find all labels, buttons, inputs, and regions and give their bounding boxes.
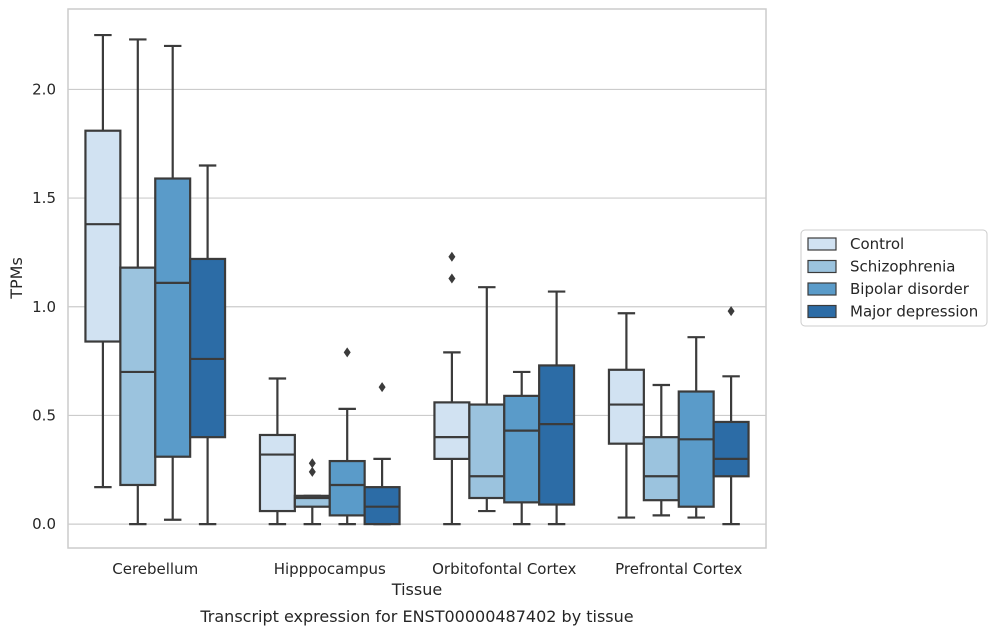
box-iqr bbox=[607, 368, 645, 445]
box-iqr bbox=[712, 420, 750, 478]
outlier-marker bbox=[448, 251, 456, 262]
box-series bbox=[84, 33, 750, 526]
outlier-marker bbox=[343, 347, 351, 358]
box-iqr bbox=[189, 257, 227, 439]
legend-label: Bipolar disorder bbox=[850, 280, 970, 298]
legend-label: Control bbox=[850, 235, 904, 253]
legend-label: Major depression bbox=[850, 303, 978, 321]
box-iqr bbox=[677, 390, 715, 508]
x-tick-label: Cerebellum bbox=[112, 560, 198, 578]
x-tick-label: Prefrontal Cortex bbox=[615, 560, 742, 578]
legend-swatch bbox=[807, 259, 837, 274]
legend-swatch bbox=[807, 282, 837, 296]
x-axis-ticks: Cerebellum Hipppocampus Orbitofontal Corte… bbox=[112, 560, 742, 578]
y-tick-label: 0.5 bbox=[32, 406, 56, 424]
box-iqr bbox=[258, 433, 296, 513]
y-axis-ticks: 0.0 0.5 1.0 1.5 2.0 bbox=[32, 80, 56, 533]
y-tick-label: 1.5 bbox=[32, 189, 56, 207]
legend-label: Schizophrenia bbox=[850, 258, 955, 276]
legend-swatch bbox=[807, 237, 837, 251]
legend-frame bbox=[800, 229, 988, 327]
plot-area-frame bbox=[67, 8, 767, 549]
x-tick-label: Hipppocampus bbox=[274, 560, 386, 578]
box-iqr bbox=[433, 401, 471, 460]
box-iqr bbox=[503, 394, 541, 504]
outlier-marker bbox=[378, 382, 386, 393]
y-axis-title: TPMs bbox=[7, 257, 26, 300]
outlier-marker bbox=[308, 466, 316, 477]
box-iqr bbox=[119, 266, 157, 487]
box-iqr bbox=[642, 436, 680, 502]
legend-swatch bbox=[807, 304, 837, 319]
legend: Control Schizophrenia Bipolar disorder Majo… bbox=[800, 229, 988, 327]
series-group bbox=[189, 164, 750, 526]
x-axis-title: Tissue bbox=[391, 580, 442, 599]
y-tick-label: 2.0 bbox=[32, 80, 56, 98]
series-group bbox=[84, 33, 645, 526]
chart-caption: Transcript expression for ENST0000048740… bbox=[199, 607, 633, 626]
series-group bbox=[119, 38, 680, 526]
x-tick-label: Orbitofontal Cortex bbox=[432, 560, 576, 578]
y-tick-label: 1.0 bbox=[32, 298, 56, 316]
outlier-marker bbox=[308, 458, 316, 469]
box-iqr bbox=[468, 403, 506, 500]
box-iqr bbox=[154, 177, 192, 458]
box-iqr bbox=[328, 459, 366, 517]
box-iqr bbox=[538, 364, 576, 506]
outlier-marker bbox=[727, 306, 735, 317]
y-tick-label: 0.0 bbox=[32, 515, 56, 533]
outlier-marker bbox=[448, 273, 456, 284]
box-iqr bbox=[84, 129, 122, 343]
